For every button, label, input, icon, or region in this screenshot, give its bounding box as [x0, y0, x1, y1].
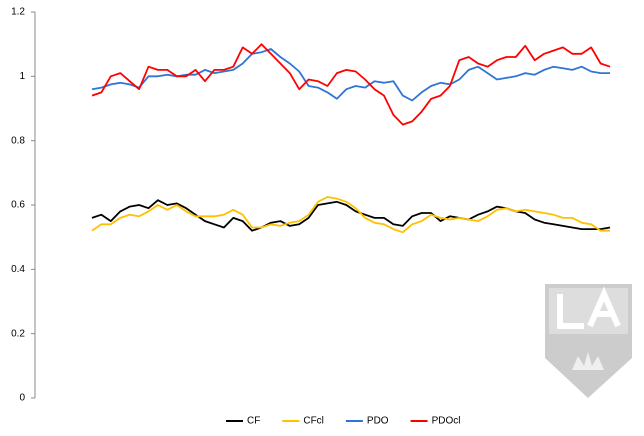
legend-label: PDO: [367, 416, 389, 427]
series-line: [91, 199, 611, 232]
y-tick-label: 0.4: [11, 264, 25, 275]
y-tick-label: 0.6: [11, 200, 25, 211]
series-line: [91, 196, 610, 234]
y-tick-label: 0.8: [11, 135, 25, 146]
series-line: [91, 43, 611, 126]
legend-label: PDOcl: [432, 416, 461, 427]
y-tick-label: 1.2: [11, 7, 25, 18]
la-logo: [545, 284, 632, 398]
y-tick-label: 0.2: [11, 328, 25, 339]
logo-letter-l: [557, 294, 584, 329]
logo-letter-a: [587, 286, 621, 328]
y-tick-label: 0: [19, 393, 25, 404]
legend-label: CFcl: [303, 416, 324, 427]
legend-label: CF: [247, 416, 260, 427]
y-tick-label: 1: [19, 71, 25, 82]
logo-crown: [572, 352, 604, 370]
